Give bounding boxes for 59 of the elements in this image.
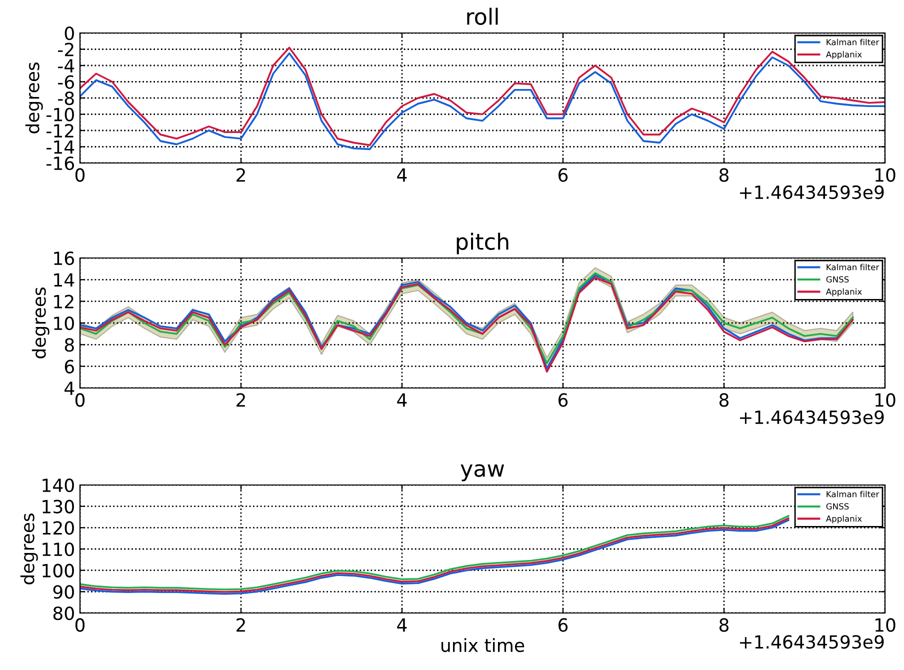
y-tick-label: 12 <box>54 294 74 308</box>
y-tick-label: 110 <box>42 542 74 556</box>
legend-label: Kalman filter <box>826 490 880 498</box>
y-axis-title: degrees <box>25 62 43 134</box>
x-tick-label: 8 <box>719 618 729 632</box>
y-tick-label: 6 <box>64 360 74 374</box>
x-tick-label: 8 <box>719 393 729 407</box>
y-tick-label: 80 <box>53 606 74 620</box>
x-tick-label: 0 <box>75 168 85 182</box>
legend-label: GNSS <box>826 503 849 510</box>
legend-label: Kalman filter <box>826 264 880 270</box>
y-tick-label: 16 <box>54 251 74 266</box>
legend-label: Applanix <box>826 51 862 60</box>
y-tick-label: -14 <box>46 140 74 154</box>
legend-label: Kalman filter <box>826 38 880 46</box>
y-tick-label: -10 <box>46 108 74 122</box>
x-tick-label: 6 <box>558 393 568 407</box>
y-tick-label: 0 <box>64 26 74 40</box>
legend-label: Applanix <box>826 515 862 524</box>
y-tick-label: -6 <box>58 75 74 89</box>
x-tick-label: 10 <box>875 618 896 632</box>
y-tick-label: 90 <box>53 585 74 599</box>
text: +1.46434593e9 <box>740 635 884 649</box>
x-tick-label: 2 <box>236 618 245 632</box>
y-tick-label: 8 <box>64 338 74 352</box>
y-tick-label: -4 <box>58 59 74 72</box>
y-tick-label: 100 <box>42 564 74 578</box>
x-tick-label: 2 <box>236 168 245 182</box>
y-axis-title: degrees <box>20 514 38 584</box>
x-tick-label: 0 <box>75 393 85 407</box>
y-axis-title: degrees <box>32 288 50 358</box>
chart-title: pitch <box>456 232 508 254</box>
x-tick-label: 0 <box>75 618 85 632</box>
legend-label: GNSS <box>826 276 849 283</box>
y-tick-label: -2 <box>58 42 74 56</box>
x-tick-label: 8 <box>719 168 729 182</box>
x-axis-title: unix time <box>441 638 524 652</box>
x-tick-label: 10 <box>875 168 896 182</box>
y-tick-label: 130 <box>42 500 74 514</box>
text: +1.46434593e9 <box>740 410 884 424</box>
y-tick-label: 14 <box>54 273 74 287</box>
chart-title: roll <box>467 8 498 25</box>
x-tick-label: 2 <box>236 393 245 407</box>
y-tick-label: -8 <box>58 91 74 106</box>
chart-title: yaw <box>460 464 504 482</box>
y-tick-label: 120 <box>42 521 74 535</box>
y-tick-label: 140 <box>42 478 74 492</box>
x-tick-label: 4 <box>397 393 407 407</box>
x-tick-label: 6 <box>558 168 568 182</box>
legend-label: Applanix <box>826 288 862 296</box>
x-tick-label: 10 <box>875 393 896 407</box>
x-tick-label: 4 <box>397 618 407 632</box>
x-tick-label: 6 <box>558 618 568 632</box>
x-tick-label: 4 <box>397 168 407 182</box>
y-tick-label: -16 <box>46 156 74 170</box>
y-tick-label: 4 <box>64 382 74 395</box>
y-tick-label: 10 <box>54 316 74 330</box>
y-tick-label: -12 <box>46 124 74 138</box>
text: +1.46434593e9 <box>740 185 884 200</box>
